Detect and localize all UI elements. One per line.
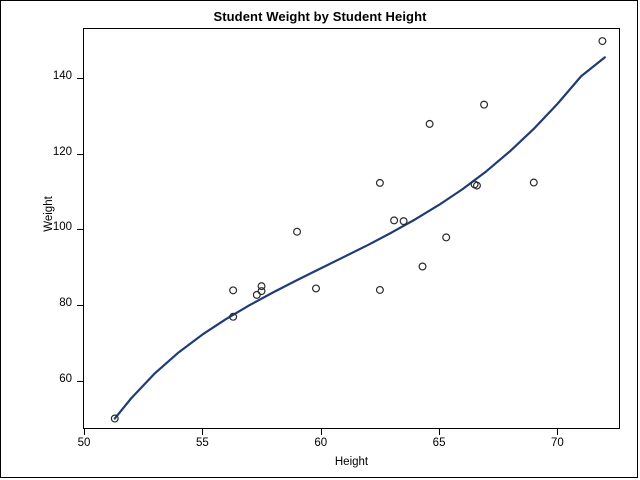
y-tick-label: 80: [59, 297, 72, 310]
scatter-point: [375, 178, 384, 187]
y-tick-mark: [77, 153, 83, 155]
plot-area: [83, 28, 620, 429]
x-tick-label: 65: [432, 437, 446, 449]
scatter-point: [229, 286, 238, 295]
scatter-point: [418, 262, 427, 271]
scatter-point: [229, 312, 238, 321]
x-tick-mark: [439, 429, 441, 435]
scatter-point: [399, 217, 408, 226]
scatter-point: [252, 290, 261, 299]
scatter-point: [390, 216, 399, 225]
y-tick-mark: [77, 229, 83, 231]
scatter-point: [598, 37, 607, 46]
y-axis-label: Weight: [43, 196, 55, 232]
scatter-point: [110, 414, 119, 423]
x-tick-mark: [557, 429, 559, 435]
scatter-point: [425, 119, 434, 128]
scatter-point: [257, 287, 266, 296]
x-tick-label: 70: [551, 437, 564, 449]
y-tick-label: 100: [52, 221, 72, 234]
fitted-curve: [113, 56, 606, 420]
x-tick-label: 60: [314, 437, 328, 449]
scatter-point: [442, 233, 451, 242]
scatter-point: [480, 100, 489, 109]
scatter-point: [529, 178, 538, 187]
y-tick-mark: [77, 78, 83, 80]
x-tick-label: 50: [77, 437, 91, 449]
x-axis-label: Height: [334, 456, 369, 468]
plot-canvas: [110, 37, 607, 423]
scatter-point: [375, 285, 384, 294]
y-tick-label: 120: [52, 145, 72, 158]
chart-title: Student Weight by Student Height: [213, 9, 427, 24]
x-tick-mark: [202, 429, 204, 435]
y-tick-label: 60: [59, 372, 72, 385]
x-tick-label: 55: [195, 437, 209, 449]
y-tick-mark: [77, 305, 83, 307]
scatter-point: [257, 282, 266, 291]
scatter-point: [311, 284, 320, 293]
x-tick-mark: [84, 429, 85, 435]
scatter-point: [472, 181, 481, 190]
x-tick-mark: [320, 429, 322, 435]
y-tick-label: 140: [52, 70, 72, 83]
scatter-point: [293, 227, 302, 236]
y-tick-mark: [77, 380, 83, 382]
scatter-markers: [110, 37, 607, 423]
